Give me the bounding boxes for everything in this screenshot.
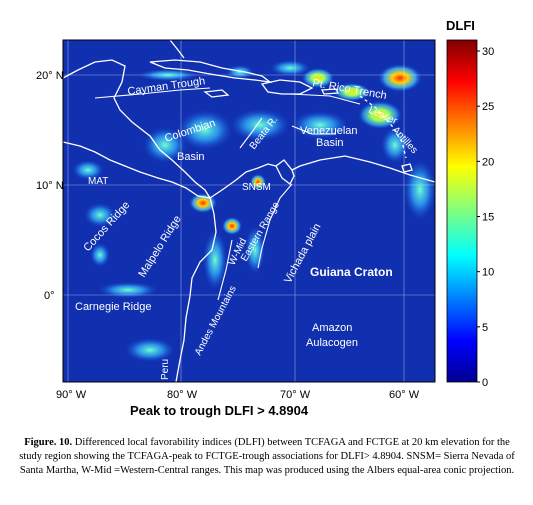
lat-tick: 20° N xyxy=(36,70,64,82)
longitude-ticks: 90° W 80° W 70° W 60° W xyxy=(56,389,420,401)
colorbar-tick-label: 25 xyxy=(482,101,494,113)
dlfi-map-figure: Cayman Trough Pt. Rico Trench Lesser Ant… xyxy=(36,18,494,401)
colorbar-tick-label: 15 xyxy=(482,212,494,224)
colorbar-tick-labels: 30 25 20 15 10 5 0 xyxy=(477,46,494,389)
figure-caption: Figure. 10. Differenced local favorabili… xyxy=(12,436,522,478)
label-venezuelan: Venezuelan xyxy=(300,125,358,137)
label-peru: Peru xyxy=(160,359,171,380)
label-amazon: Amazon xyxy=(312,322,352,334)
label-colombian-basin: Basin xyxy=(177,151,205,163)
colorbar-tick-label: 0 xyxy=(482,377,488,389)
lat-tick: 0° xyxy=(44,290,55,302)
colorbar: DLFI 30 25 20 15 10 5 0 xyxy=(446,18,494,389)
dlfi-anomalies xyxy=(72,60,435,362)
label-snsm: SNSM xyxy=(242,182,271,193)
lat-tick: 10° N xyxy=(36,180,64,192)
lon-tick: 80° W xyxy=(167,389,198,401)
colorbar-tick-label: 5 xyxy=(482,322,488,334)
latitude-ticks: 20° N 10° N 0° xyxy=(36,70,64,302)
coastlines xyxy=(63,40,435,382)
peak-to-trough-label: Peak to trough DLFI > 4.8904 xyxy=(130,403,309,418)
lon-tick: 60° W xyxy=(389,389,420,401)
lon-tick: 70° W xyxy=(280,389,311,401)
map-area: Cayman Trough Pt. Rico Trench Lesser Ant… xyxy=(63,40,435,382)
map-frame xyxy=(62,39,436,383)
colorbar-tick-label: 10 xyxy=(482,267,494,279)
graticule xyxy=(63,40,435,382)
colorbar-tick-label: 20 xyxy=(482,156,494,168)
label-mat: MAT xyxy=(88,176,108,187)
label-carnegie-ridge: Carnegie Ridge xyxy=(75,301,151,313)
colorbar-title: DLFI xyxy=(446,18,475,33)
figure-label: Figure. 10. xyxy=(24,437,73,448)
colorbar-tick-label: 30 xyxy=(482,46,494,58)
caption-text: Differenced local favorability indices (… xyxy=(19,437,515,476)
lon-tick: 90° W xyxy=(56,389,87,401)
structure-lines xyxy=(94,87,361,301)
label-aulacogen: Aulacogen xyxy=(306,337,358,349)
label-venezuelan-basin: Basin xyxy=(316,137,344,149)
label-guiana-craton: Guiana Craton xyxy=(310,265,393,279)
